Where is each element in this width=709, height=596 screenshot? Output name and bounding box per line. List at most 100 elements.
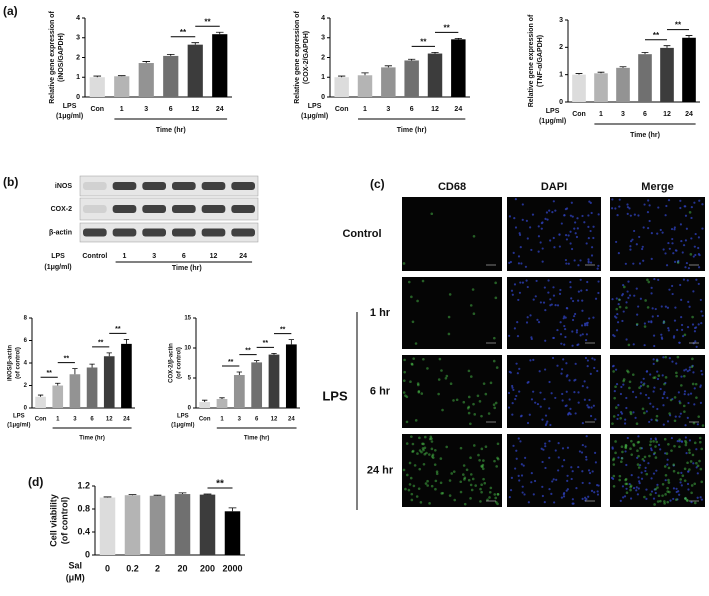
nucleus [656,370,659,373]
cd68-signal [636,463,640,466]
nucleus [637,487,640,490]
nucleus [519,440,522,443]
nucleus [550,492,553,495]
nucleus [637,305,640,308]
x-tick-label: 6 [169,106,173,113]
cd68-signal [423,446,427,450]
nucleus [687,393,690,396]
cd68-signal [684,497,687,500]
cd68-signal [643,325,647,328]
nucleus [580,451,584,454]
cd68-signal [678,438,681,441]
nucleus [638,481,641,485]
nucleus [625,301,628,304]
cd68-signal [686,499,689,502]
row-label: LPS [63,103,77,110]
cd68-signal [495,465,498,468]
cd68-signal [624,445,627,449]
nucleus [684,436,687,439]
nucleus [537,321,541,324]
cd68-signal [425,451,428,455]
cd68-signal [641,407,645,411]
nucleus [517,262,521,265]
cd68-signal [655,440,659,444]
cd68-signal [698,440,702,444]
nucleus [570,247,574,251]
nucleus [672,464,675,467]
nucleus [698,266,701,269]
nucleus [685,452,688,455]
micrograph [610,277,705,349]
nucleus [548,456,551,459]
nucleus [546,420,549,423]
nucleus [567,262,570,265]
cd68-signal [448,494,452,497]
x-tick-label: 24 [454,106,462,113]
y-tick-label: 8 [24,316,28,322]
nucleus [591,357,594,360]
bar [233,375,245,408]
nucleus [524,456,527,460]
cd68-signal [494,500,498,504]
nucleus [560,222,563,225]
nucleus [552,336,555,340]
nucleus [694,340,697,343]
x-tick-label: 6 [255,417,259,423]
nucleus [573,227,576,230]
cd68-signal [479,487,482,491]
cd68-signal [462,464,466,467]
nucleus [666,306,670,309]
nucleus [517,437,520,440]
nucleus [673,260,677,263]
nucleus [597,264,600,267]
nucleus [520,262,523,265]
cd68-signal [465,468,469,472]
bar [86,367,98,408]
cd68-signal [421,442,424,446]
nucleus [620,410,623,414]
micrograph [402,355,502,428]
cd68-signal [668,412,671,415]
nucleus [671,284,674,288]
cd68-signal [693,441,697,445]
nucleus [697,252,701,256]
nucleus [617,413,620,417]
cd68-signal [653,451,657,455]
nucleus [544,217,547,220]
cd68-signal [622,378,626,381]
nucleus [690,206,693,209]
row-label: LPS [13,414,25,420]
nucleus [677,490,680,493]
x-tick-label: 200 [200,563,215,573]
cd68-signal [698,459,701,463]
nucleus [518,367,521,370]
bar [381,67,396,97]
x-tick-label: Con [35,417,47,423]
nucleus [687,401,690,405]
row-label: LPS [308,103,322,110]
cd68-signal [477,453,480,457]
nucleus [593,366,596,370]
cd68-signal [652,440,655,443]
cd68-signal [688,468,691,471]
nucleus [650,231,653,235]
bar [427,53,443,97]
nucleus [692,290,695,293]
nucleus [642,377,645,380]
cd68-signal [444,376,448,380]
nucleus [563,458,566,462]
cd68-signal [654,456,658,459]
significance-label: ** [420,37,427,46]
nucleus [686,279,689,282]
nucleus [656,377,660,381]
bar [268,354,280,408]
nucleus [565,375,568,378]
bar [594,73,608,102]
nucleus [645,497,648,500]
nucleus [616,214,619,217]
nucleus [579,259,582,262]
nucleus [647,462,650,465]
nucleus [652,472,656,475]
cd68-signal [654,445,657,448]
